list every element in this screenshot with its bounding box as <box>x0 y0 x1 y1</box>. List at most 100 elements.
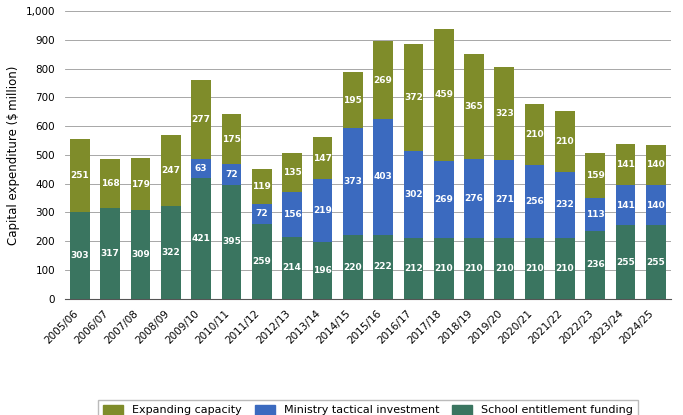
Text: 373: 373 <box>344 177 362 186</box>
Text: 214: 214 <box>283 264 301 273</box>
Text: 269: 269 <box>374 76 393 85</box>
Text: 232: 232 <box>555 200 574 210</box>
Bar <box>404 238 423 299</box>
Text: 210: 210 <box>464 264 484 273</box>
Text: 323: 323 <box>495 110 514 118</box>
Text: 63: 63 <box>195 164 208 173</box>
Bar <box>373 235 393 299</box>
Bar <box>525 238 544 299</box>
Text: 210: 210 <box>525 130 544 139</box>
Text: 168: 168 <box>101 179 120 188</box>
Bar <box>615 185 635 225</box>
Bar <box>130 159 150 210</box>
Bar <box>373 119 393 235</box>
Bar <box>191 80 211 159</box>
Text: 256: 256 <box>525 197 544 206</box>
Bar <box>525 165 544 238</box>
Text: 220: 220 <box>344 263 362 272</box>
Bar <box>464 54 484 159</box>
Text: 113: 113 <box>586 210 604 219</box>
Text: 156: 156 <box>283 210 301 219</box>
Y-axis label: Capital expenditure ($ million): Capital expenditure ($ million) <box>7 65 20 244</box>
Text: 210: 210 <box>556 137 574 146</box>
Bar <box>585 153 605 198</box>
Bar <box>252 203 272 224</box>
Bar <box>494 160 514 238</box>
Text: 179: 179 <box>131 180 150 188</box>
Text: 219: 219 <box>313 206 332 215</box>
Text: 459: 459 <box>434 90 454 99</box>
Bar <box>130 210 150 299</box>
Bar <box>343 235 363 299</box>
Text: 210: 210 <box>434 264 453 273</box>
Bar <box>646 145 666 185</box>
Text: 72: 72 <box>225 170 238 179</box>
Bar <box>282 237 302 299</box>
Text: 210: 210 <box>495 264 514 273</box>
Text: 222: 222 <box>374 262 393 271</box>
Text: 196: 196 <box>313 266 332 275</box>
Text: 365: 365 <box>464 102 484 111</box>
Text: 119: 119 <box>252 182 271 191</box>
Bar <box>343 72 363 128</box>
Bar <box>282 154 302 192</box>
Text: 303: 303 <box>70 251 89 260</box>
Bar <box>191 159 211 178</box>
Text: 210: 210 <box>525 264 544 273</box>
Bar <box>221 185 241 299</box>
Bar <box>282 192 302 237</box>
Text: 403: 403 <box>374 172 393 181</box>
Bar <box>555 238 575 299</box>
Bar <box>646 185 666 225</box>
Text: 141: 141 <box>616 160 635 169</box>
Text: 322: 322 <box>161 248 180 257</box>
Legend: Expanding capacity, Ministry tactical investment, School entitlement funding: Expanding capacity, Ministry tactical in… <box>98 400 637 415</box>
Bar <box>221 114 241 164</box>
Bar <box>585 231 605 299</box>
Bar <box>494 238 514 299</box>
Text: 147: 147 <box>313 154 332 163</box>
Bar <box>434 161 454 238</box>
Text: 195: 195 <box>344 95 362 105</box>
Bar <box>494 67 514 160</box>
Text: 255: 255 <box>647 258 665 266</box>
Bar <box>404 44 423 151</box>
Text: 309: 309 <box>131 250 150 259</box>
Text: 259: 259 <box>252 257 271 266</box>
Text: 372: 372 <box>404 93 423 102</box>
Text: 236: 236 <box>586 260 604 269</box>
Text: 421: 421 <box>192 234 210 243</box>
Text: 277: 277 <box>192 115 210 124</box>
Bar <box>100 159 120 208</box>
Bar <box>252 169 272 203</box>
Bar <box>100 208 120 299</box>
Text: 140: 140 <box>647 201 665 210</box>
Text: 140: 140 <box>647 161 665 169</box>
Text: 72: 72 <box>255 210 268 218</box>
Bar <box>70 139 89 212</box>
Bar <box>313 137 332 179</box>
Bar <box>615 144 635 185</box>
Bar <box>343 128 363 235</box>
Text: 212: 212 <box>404 264 423 273</box>
Text: 395: 395 <box>222 237 241 247</box>
Bar <box>555 171 575 238</box>
Bar <box>434 238 454 299</box>
Bar <box>252 224 272 299</box>
Text: 302: 302 <box>404 190 423 199</box>
Bar <box>464 159 484 238</box>
Bar <box>525 104 544 165</box>
Bar <box>313 242 332 299</box>
Text: 135: 135 <box>283 168 301 177</box>
Bar <box>221 164 241 185</box>
Bar <box>464 238 484 299</box>
Text: 210: 210 <box>556 264 574 273</box>
Text: 317: 317 <box>101 249 120 258</box>
Text: 247: 247 <box>161 166 180 175</box>
Text: 159: 159 <box>586 171 604 180</box>
Bar <box>434 29 454 161</box>
Bar <box>161 135 181 206</box>
Bar <box>585 198 605 231</box>
Text: 251: 251 <box>70 171 89 180</box>
Bar <box>373 42 393 119</box>
